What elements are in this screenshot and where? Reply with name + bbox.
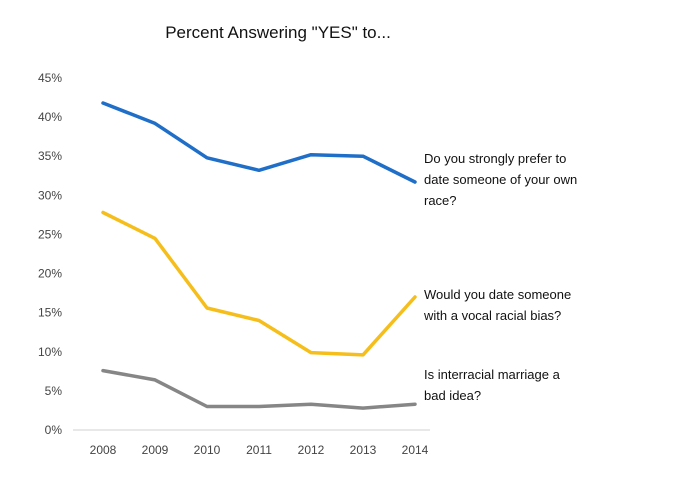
series-line-1	[101, 101, 417, 184]
x-tick-label: 2011	[246, 443, 272, 457]
x-tick-label: 2012	[298, 443, 325, 457]
x-tick-label: 2009	[142, 443, 169, 457]
series-labels: Do you strongly prefer to date someone of…	[423, 151, 577, 403]
series-line-3	[101, 368, 417, 410]
series-label-line: Would you date someone	[424, 287, 571, 302]
series-label-line: bad idea?	[424, 388, 481, 403]
y-tick-label: 40%	[38, 110, 62, 124]
x-tick-label: 2010	[194, 443, 221, 457]
y-tick-label: 0%	[45, 423, 63, 437]
y-tick-label: 30%	[38, 188, 62, 202]
series-label-line: race?	[424, 193, 457, 208]
y-tick-label: 20%	[38, 267, 62, 281]
series-label-1: Do you strongly prefer to date someone of…	[424, 151, 577, 208]
y-axis: 0% 5% 10% 15% 20% 25% 30% 35% 40% 45%	[38, 71, 62, 437]
y-tick-label: 45%	[38, 71, 62, 85]
y-tick-label: 25%	[38, 227, 62, 241]
x-axis: 2008 2009 2010 2011 2012 2013 2014	[90, 443, 429, 457]
series-label-2: Would you date someone with a vocal racia…	[423, 287, 571, 323]
y-tick-label: 15%	[38, 306, 62, 320]
x-tick-label: 2014	[402, 443, 429, 457]
series-line-2	[101, 210, 417, 357]
y-tick-label: 5%	[45, 384, 63, 398]
series-lines	[101, 101, 417, 410]
series-label-line: Do you strongly prefer to	[424, 151, 566, 166]
x-tick-label: 2013	[350, 443, 377, 457]
series-label-line: with a vocal racial bias?	[423, 308, 561, 323]
series-label-line: date someone of your own	[424, 172, 577, 187]
y-tick-label: 10%	[38, 345, 62, 359]
series-label-3: Is interracial marriage a bad idea?	[424, 367, 561, 403]
series-label-line: Is interracial marriage a	[424, 367, 561, 382]
y-tick-label: 35%	[38, 149, 62, 163]
x-tick-label: 2008	[90, 443, 117, 457]
chart-title: Percent Answering "YES" to...	[165, 23, 391, 42]
